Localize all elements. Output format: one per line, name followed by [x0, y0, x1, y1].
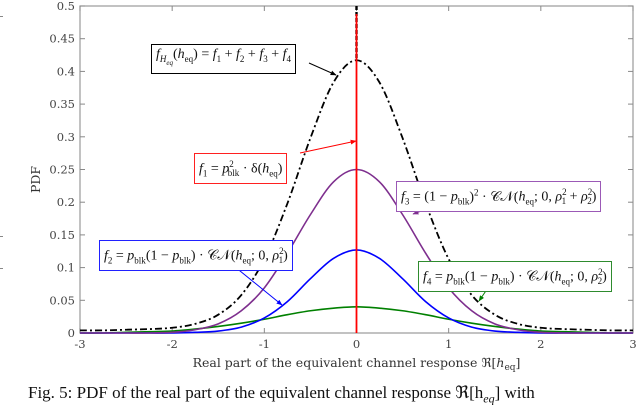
annotation-f2: f2 = pblk(1 − pblk) · 𝒞𝒩(heq; 0, ρ21)	[99, 240, 293, 272]
y-axis-label: PDF	[28, 166, 43, 193]
caption-text: Fig. 5: PDF of the real part of the equi…	[28, 383, 484, 402]
y-tick-label: 0.4	[57, 64, 75, 78]
margin-mark	[0, 16, 3, 17]
y-tick-label: 0	[68, 326, 75, 340]
margin-mark	[0, 268, 3, 269]
y-tick-label: 0.15	[49, 228, 75, 242]
x-axis-label: Real part of the equivalent channel resp…	[193, 355, 521, 373]
annotation-f4: f4 = pblk(1 − pblk) · 𝒞𝒩(heq; 0, ρ22)	[418, 261, 612, 293]
annotation-f3: f3 = (1 − pblk)2 · 𝒞𝒩(heq; 0, ρ21 + ρ22)	[396, 181, 602, 213]
annotation-f1: f1 = p2blk · δ(heq)	[194, 153, 288, 185]
y-tick-label: 0.2	[57, 195, 75, 209]
y-tick-label: 0.1	[57, 261, 75, 275]
x-tick-label: 3	[629, 337, 636, 351]
annotation-arrow	[299, 139, 357, 154]
annotation-arrow	[308, 62, 337, 76]
margin-mark	[0, 236, 3, 237]
y-tick-label: 0.05	[49, 293, 75, 307]
y-tick-label: 0.5	[57, 0, 75, 13]
y-tick-label: 0.35	[49, 97, 75, 111]
figure-caption: Fig. 5: PDF of the real part of the equi…	[28, 383, 535, 406]
x-tick-label: 2	[537, 337, 544, 351]
x-tick-label: -2	[167, 337, 178, 351]
caption-sub: eq	[483, 391, 495, 406]
x-tick-label: -3	[74, 337, 85, 351]
x-tick-label: -1	[259, 337, 270, 351]
y-tick-label: 0.45	[49, 32, 75, 46]
y-tick-label: 0.3	[57, 130, 75, 144]
x-tick-label: 0	[353, 337, 360, 351]
x-tick-label: 1	[445, 337, 452, 351]
annotation-sum: fHeq(heq) = f1 + f2 + f3 + f4	[151, 44, 297, 74]
caption-tail: ] with	[494, 383, 535, 402]
y-tick-label: 0.25	[49, 163, 75, 177]
